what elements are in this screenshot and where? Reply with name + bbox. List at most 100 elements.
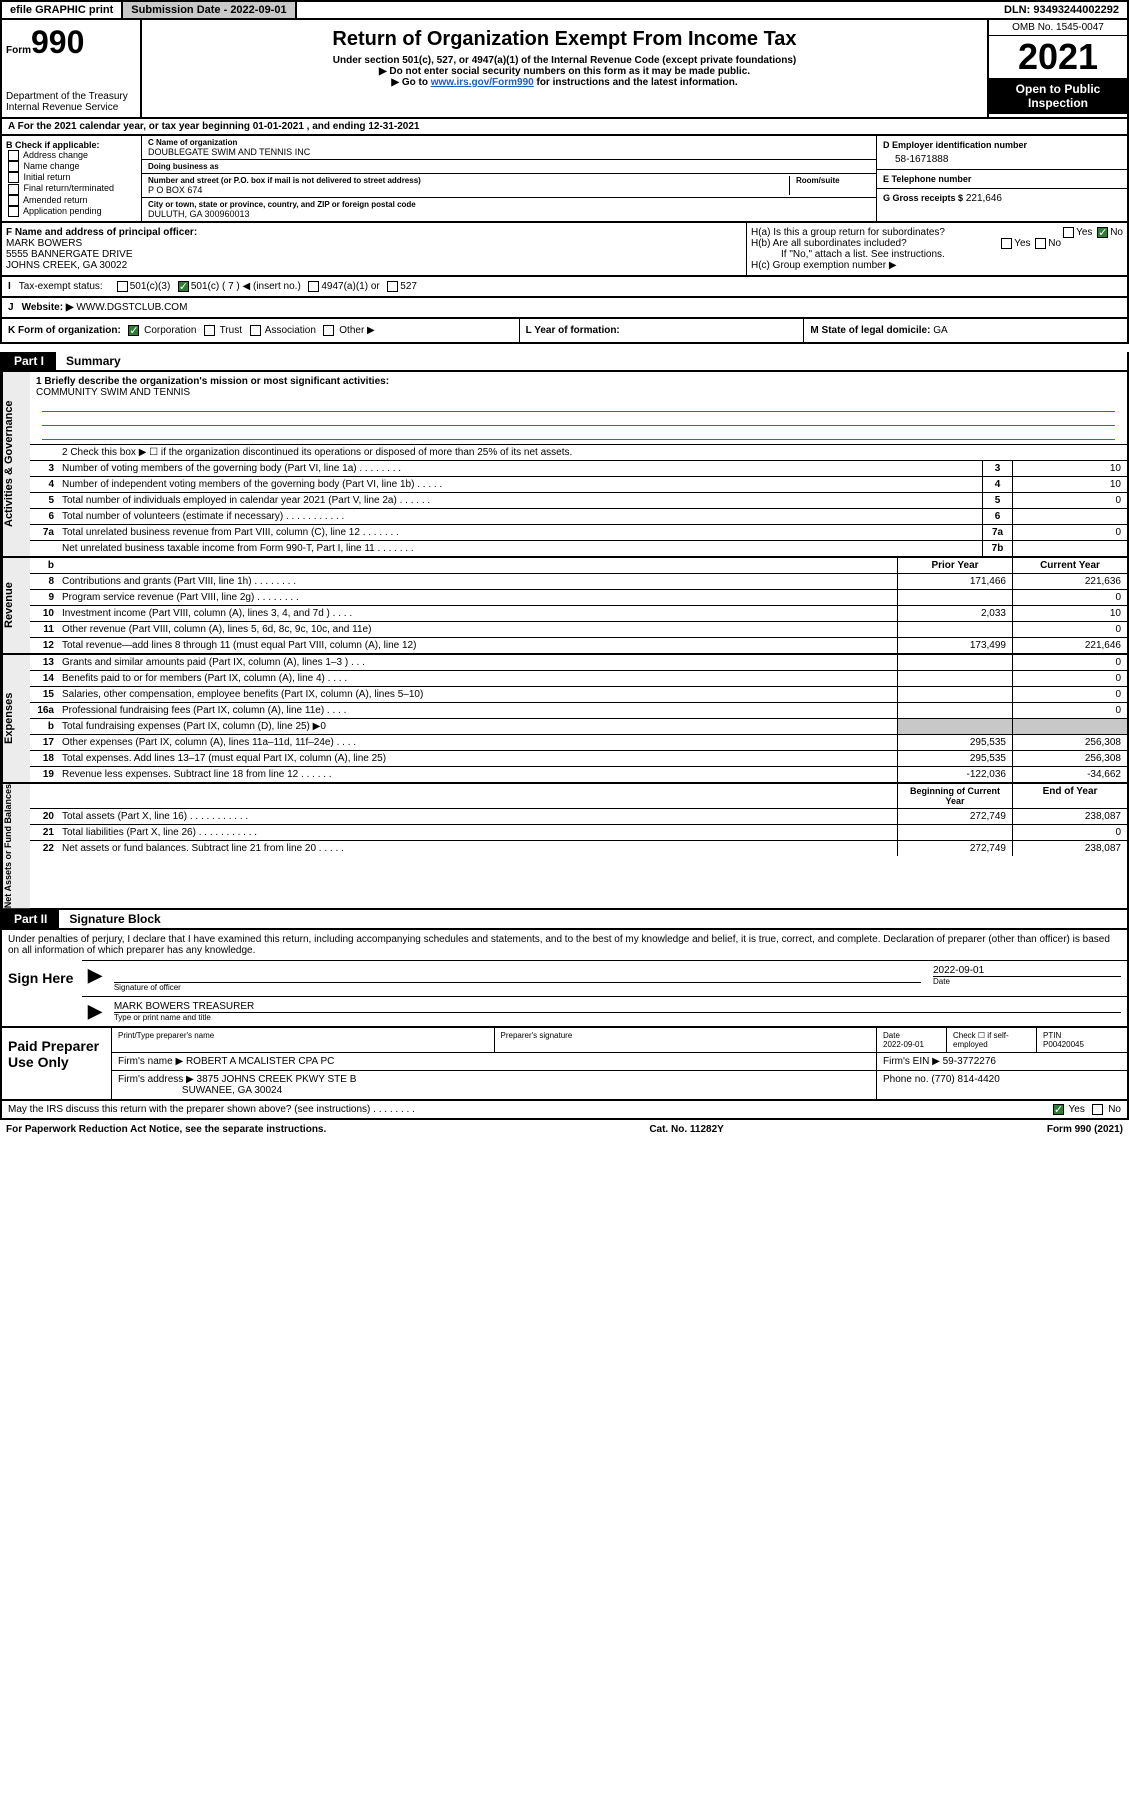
addr-value: P O BOX 674 (148, 185, 789, 195)
cb-4947[interactable] (308, 281, 319, 292)
discuss-no-cb[interactable] (1092, 1104, 1103, 1115)
form-label: Form (6, 45, 31, 56)
pwra-left: For Paperwork Reduction Act Notice, see … (6, 1124, 326, 1135)
firm-name: ROBERT A MCALISTER CPA PC (186, 1056, 334, 1067)
cb-initial-return[interactable]: Initial return (6, 172, 137, 183)
hb-no-cb[interactable] (1035, 238, 1046, 249)
part2-tag: Part II (2, 910, 59, 928)
hc-label: H(c) Group exemption number ▶ (751, 260, 1123, 271)
website-value: WWW.DGSTCLUB.COM (76, 302, 187, 313)
gov-row: 3Number of voting members of the governi… (30, 461, 1127, 477)
form-number: 990 (31, 24, 84, 60)
open-public: Open to Public Inspection (989, 78, 1127, 114)
part1-tag: Part I (2, 352, 56, 370)
discuss-row: May the IRS discuss this return with the… (0, 1101, 1129, 1120)
col-b-checkboxes: B Check if applicable: Address change Na… (2, 136, 142, 221)
paid-hdr-sig: Preparer's signature (495, 1028, 878, 1052)
subtitle-2: ▶ Do not enter social security numbers o… (146, 66, 983, 77)
discuss-q: May the IRS discuss this return with the… (8, 1104, 415, 1115)
cb-527[interactable] (387, 281, 398, 292)
ha-label: H(a) Is this a group return for subordin… (751, 227, 945, 238)
efile-label[interactable]: efile GRAPHIC print (2, 2, 123, 18)
data-row: 9Program service revenue (Part VIII, lin… (30, 590, 1127, 606)
paid-preparer-block: Paid Preparer Use Only Print/Type prepar… (0, 1028, 1129, 1101)
city-value: DULUTH, GA 300960013 (148, 209, 870, 219)
vlabel-gov: Activities & Governance (2, 372, 30, 556)
hdr-end-year: End of Year (1012, 784, 1127, 808)
sig-name: MARK BOWERS TREASURER (114, 1001, 1121, 1013)
cb-app-pending[interactable]: Application pending (6, 206, 137, 217)
d-ein-label: D Employer identification number (883, 140, 1121, 150)
city-label: City or town, state or province, country… (148, 200, 870, 209)
part2-title: Signature Block (59, 910, 170, 928)
subtitle-3-pre: ▶ Go to (391, 77, 430, 88)
k-label: K Form of organization: (8, 325, 121, 336)
paid-hdr-self[interactable]: Check ☐ if self-employed (947, 1028, 1037, 1052)
l-label: L Year of formation: (526, 325, 620, 336)
cb-other[interactable] (323, 325, 334, 336)
gov-row: 7aTotal unrelated business revenue from … (30, 525, 1127, 541)
g-gross-value: 221,646 (966, 193, 1002, 204)
omb-number: OMB No. 1545-0047 (989, 20, 1127, 36)
data-row: 21Total liabilities (Part X, line 26) . … (30, 825, 1127, 841)
sig-declaration: Under penalties of perjury, I declare th… (2, 930, 1127, 960)
f-officer-name: MARK BOWERS (6, 238, 742, 249)
data-row: 14Benefits paid to or for members (Part … (30, 671, 1127, 687)
firm-addr2: SUWANEE, GA 30024 (182, 1085, 282, 1096)
subtitle-3-post: for instructions and the latest informat… (534, 77, 738, 88)
form-header: Form990 Department of the Treasury Inter… (0, 20, 1129, 119)
g-gross-label: G Gross receipts $ (883, 193, 963, 203)
cb-amended[interactable]: Amended return (6, 195, 137, 206)
vlabel-na: Net Assets or Fund Balances (2, 784, 30, 908)
pwra-right: Form 990 (2021) (1047, 1124, 1123, 1135)
cb-address-change[interactable]: Address change (6, 150, 137, 161)
cb-trust[interactable] (204, 325, 215, 336)
irs-link[interactable]: www.irs.gov/Form990 (431, 77, 534, 88)
dba-label: Doing business as (148, 162, 870, 171)
mission-a: COMMUNITY SWIM AND TENNIS (36, 387, 190, 398)
discuss-yes-cb[interactable] (1053, 1104, 1064, 1115)
cb-final-return[interactable]: Final return/terminated (6, 183, 137, 194)
i-label: Tax-exempt status: (19, 281, 103, 292)
dln: DLN: 93493244002292 (996, 2, 1127, 18)
dept-label: Department of the Treasury Internal Reve… (6, 91, 136, 113)
firm-addr1: 3875 JOHNS CREEK PKWY STE B (197, 1074, 357, 1085)
cb-assoc[interactable] (250, 325, 261, 336)
hdr-prior-year: Prior Year (897, 558, 1012, 573)
ha-no-cb[interactable] (1097, 227, 1108, 238)
cb-corp[interactable] (128, 325, 139, 336)
cb-501c[interactable] (178, 281, 189, 292)
firm-ein: 59-3772276 (943, 1056, 996, 1067)
hdr-current-year: Current Year (1012, 558, 1127, 573)
row-i-tax-status: I Tax-exempt status: 501(c)(3) 501(c) ( … (0, 277, 1129, 298)
summary-expenses: Expenses 13Grants and similar amounts pa… (0, 655, 1129, 784)
cb-name-change[interactable]: Name change (6, 161, 137, 172)
hdr-begin-year: Beginning of Current Year (897, 784, 1012, 808)
c-name-label: C Name of organization (148, 138, 870, 147)
row-f-g-h: F Name and address of principal officer:… (0, 223, 1129, 277)
paid-hdr-name: Print/Type preparer's name (112, 1028, 495, 1052)
row-j-website: J Website: ▶ WWW.DGSTCLUB.COM (0, 298, 1129, 319)
data-row: 15Salaries, other compensation, employee… (30, 687, 1127, 703)
arrow-icon-2: ▶ (82, 997, 108, 1026)
data-row: 16aProfessional fundraising fees (Part I… (30, 703, 1127, 719)
hb-yes-cb[interactable] (1001, 238, 1012, 249)
ptin-value: P00420045 (1043, 1040, 1084, 1049)
f-label: F Name and address of principal officer: (6, 227, 742, 238)
summary-netassets: Net Assets or Fund Balances Beginning of… (0, 784, 1129, 910)
hb-note: If "No," attach a list. See instructions… (751, 249, 1123, 260)
row-k-l-m: K Form of organization: Corporation Trus… (0, 319, 1129, 344)
vlabel-exp: Expenses (2, 655, 30, 782)
m-value: GA (933, 325, 947, 336)
data-row: 13Grants and similar amounts paid (Part … (30, 655, 1127, 671)
gov-row: 4Number of independent voting members of… (30, 477, 1127, 493)
sig-date: 2022-09-01 (933, 965, 1121, 976)
gov-row: 6Total number of volunteers (estimate if… (30, 509, 1127, 525)
part-2-header: Part II Signature Block (0, 910, 1129, 930)
summary-governance: Activities & Governance 1 Briefly descri… (0, 372, 1129, 558)
cb-501c3[interactable] (117, 281, 128, 292)
paperwork-notice: For Paperwork Reduction Act Notice, see … (0, 1120, 1129, 1139)
ha-yes-cb[interactable] (1063, 227, 1074, 238)
org-name: DOUBLEGATE SWIM AND TENNIS INC (148, 147, 870, 157)
room-label: Room/suite (796, 176, 870, 185)
